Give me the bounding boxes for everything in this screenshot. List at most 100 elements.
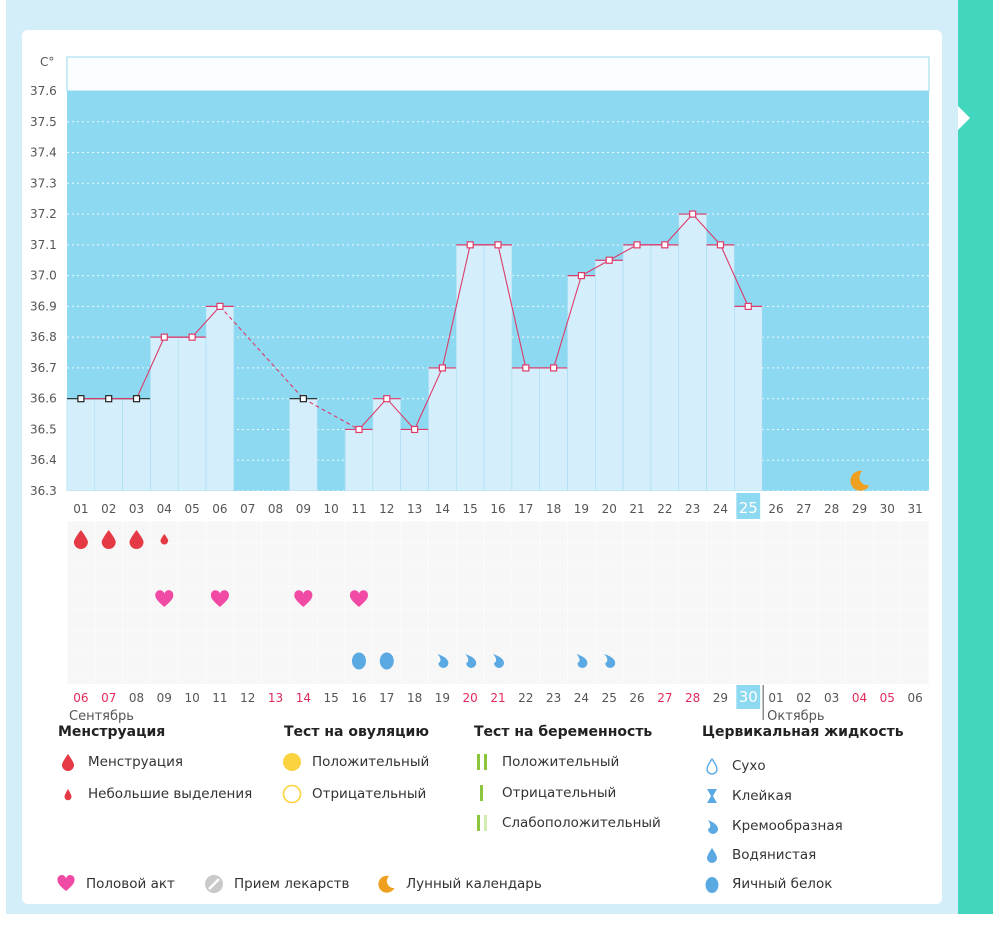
y-tick-label: 36.3 [30, 484, 57, 498]
date-label: 23 [546, 691, 561, 705]
y-tick-label: 36.6 [30, 392, 57, 406]
temperature-line [303, 398, 360, 430]
temperature-bar [344, 429, 374, 492]
legend-menstruation-title: Менструация [58, 724, 166, 740]
data-point [188, 333, 196, 341]
legend-fluid-eggwhite-label: Яичный белок [732, 876, 833, 892]
x-tick-label: 24 [713, 502, 728, 516]
date-label: 07 [101, 691, 116, 705]
water-drop-icon [702, 845, 722, 865]
legend-pregnancy-negative-label: Отрицательный [502, 785, 617, 801]
date-label: 19 [435, 691, 450, 705]
date-label: 26 [629, 691, 644, 705]
x-tick-label: 13 [407, 502, 422, 516]
temperature-bar [455, 244, 485, 492]
x-tick-label: 25 [739, 499, 758, 517]
legend-fluid-title: Цервикальная жидкость [702, 724, 904, 740]
creamy-drop-icon [437, 654, 449, 668]
x-tick-label: 11 [351, 502, 366, 516]
month-label-right: Октябрь [767, 709, 824, 724]
legend-ovulation-title: Тест на овуляцию [284, 724, 429, 740]
y-tick-label: 37.2 [30, 207, 57, 221]
side-accent-bar[interactable] [958, 0, 993, 914]
x-tick-label: 28 [824, 502, 839, 516]
menstruation-drop-icon [160, 534, 169, 545]
moon-icon [376, 874, 396, 894]
data-point [661, 241, 669, 249]
data-point [550, 364, 558, 372]
temperature-line [608, 244, 638, 261]
data-point [438, 364, 446, 372]
temperature-bar [400, 429, 429, 492]
temperature-line [581, 259, 610, 277]
date-label: 15 [324, 691, 339, 705]
legend-ovulation-positive-label: Положительный [312, 754, 430, 770]
temperature-bar [372, 398, 401, 492]
date-label: 18 [407, 691, 422, 705]
temperature-bar [622, 244, 652, 492]
legend-ovulation-positive: Положительный [282, 752, 429, 772]
x-tick-label: 30 [880, 502, 895, 516]
menstruation-drop-icon [101, 530, 116, 549]
x-tick-label: 10 [324, 502, 339, 516]
data-point [160, 333, 168, 341]
temperature-bar [122, 398, 151, 492]
y-tick-label: 37.3 [30, 176, 57, 190]
data-point [355, 425, 363, 434]
legend-spotting: Небольшие выделения [58, 784, 252, 804]
data-point [494, 241, 502, 249]
date-label: 02 [796, 691, 811, 705]
x-tick-label: 09 [296, 502, 311, 516]
x-tick-label: 05 [184, 502, 199, 516]
expand-arrow-icon[interactable] [958, 106, 970, 130]
temperature-bar [205, 306, 235, 492]
legend-fluid-eggwhite: Яичный белок [702, 874, 832, 894]
legend-fluid-creamy: Кремообразная [702, 816, 843, 836]
x-tick-label: 19 [574, 502, 589, 516]
x-tick-label: 08 [268, 502, 283, 516]
temperature-line [497, 244, 527, 369]
outline-drop-icon [702, 756, 722, 776]
date-label: 22 [518, 691, 533, 705]
data-point [522, 364, 530, 372]
x-tick-label: 04 [157, 502, 172, 516]
data-point [105, 395, 113, 403]
x-tick-label: 15 [463, 502, 478, 516]
temperature-bar [539, 367, 568, 492]
date-label: 24 [574, 691, 589, 705]
data-point [744, 302, 752, 310]
temperature-bar [428, 367, 457, 492]
menstruation-drop-icon [73, 530, 88, 549]
data-point [577, 272, 586, 280]
data-point [466, 241, 474, 249]
data-point [633, 241, 641, 249]
x-tick-label: 12 [379, 502, 394, 516]
date-label: 29 [713, 691, 728, 705]
x-tick-label: 22 [657, 502, 672, 516]
yellow-circle-icon [282, 752, 302, 772]
legend-ovulation-negative: Отрицательный [282, 784, 426, 804]
x-tick-label: 31 [907, 502, 922, 516]
temperature-line [386, 398, 415, 430]
temperature-bar [177, 336, 207, 492]
y-tick-label: 37.4 [30, 146, 57, 160]
date-label: 01 [768, 691, 783, 705]
legend-pregnancy-positive: Положительный [472, 752, 619, 772]
date-label: 21 [490, 691, 505, 705]
temperature-line [553, 275, 582, 369]
date-label: 11 [212, 691, 227, 705]
temperature-bar [94, 398, 123, 492]
temperature-line [358, 398, 388, 430]
data-point [605, 256, 613, 264]
y-tick-label: 37.1 [30, 238, 57, 252]
legend-fluid-sticky: Клейкая [702, 786, 792, 806]
legend-fluid-creamy-label: Кремообразная [732, 818, 843, 834]
x-tick-label: 07 [240, 502, 255, 516]
legend-moon: Лунный календарь [376, 874, 542, 894]
y-axis-unit: C° [40, 55, 54, 69]
legend-medication: Прием лекарств [204, 874, 349, 894]
temperature-bar [595, 259, 624, 492]
y-tick-label: 36.8 [30, 330, 57, 344]
moon-icon [850, 470, 870, 491]
chart-card: C° 37.6 37.5 37.4 37.3 37.2 37.1 37.0 36.9 36.8 36… [22, 30, 942, 904]
